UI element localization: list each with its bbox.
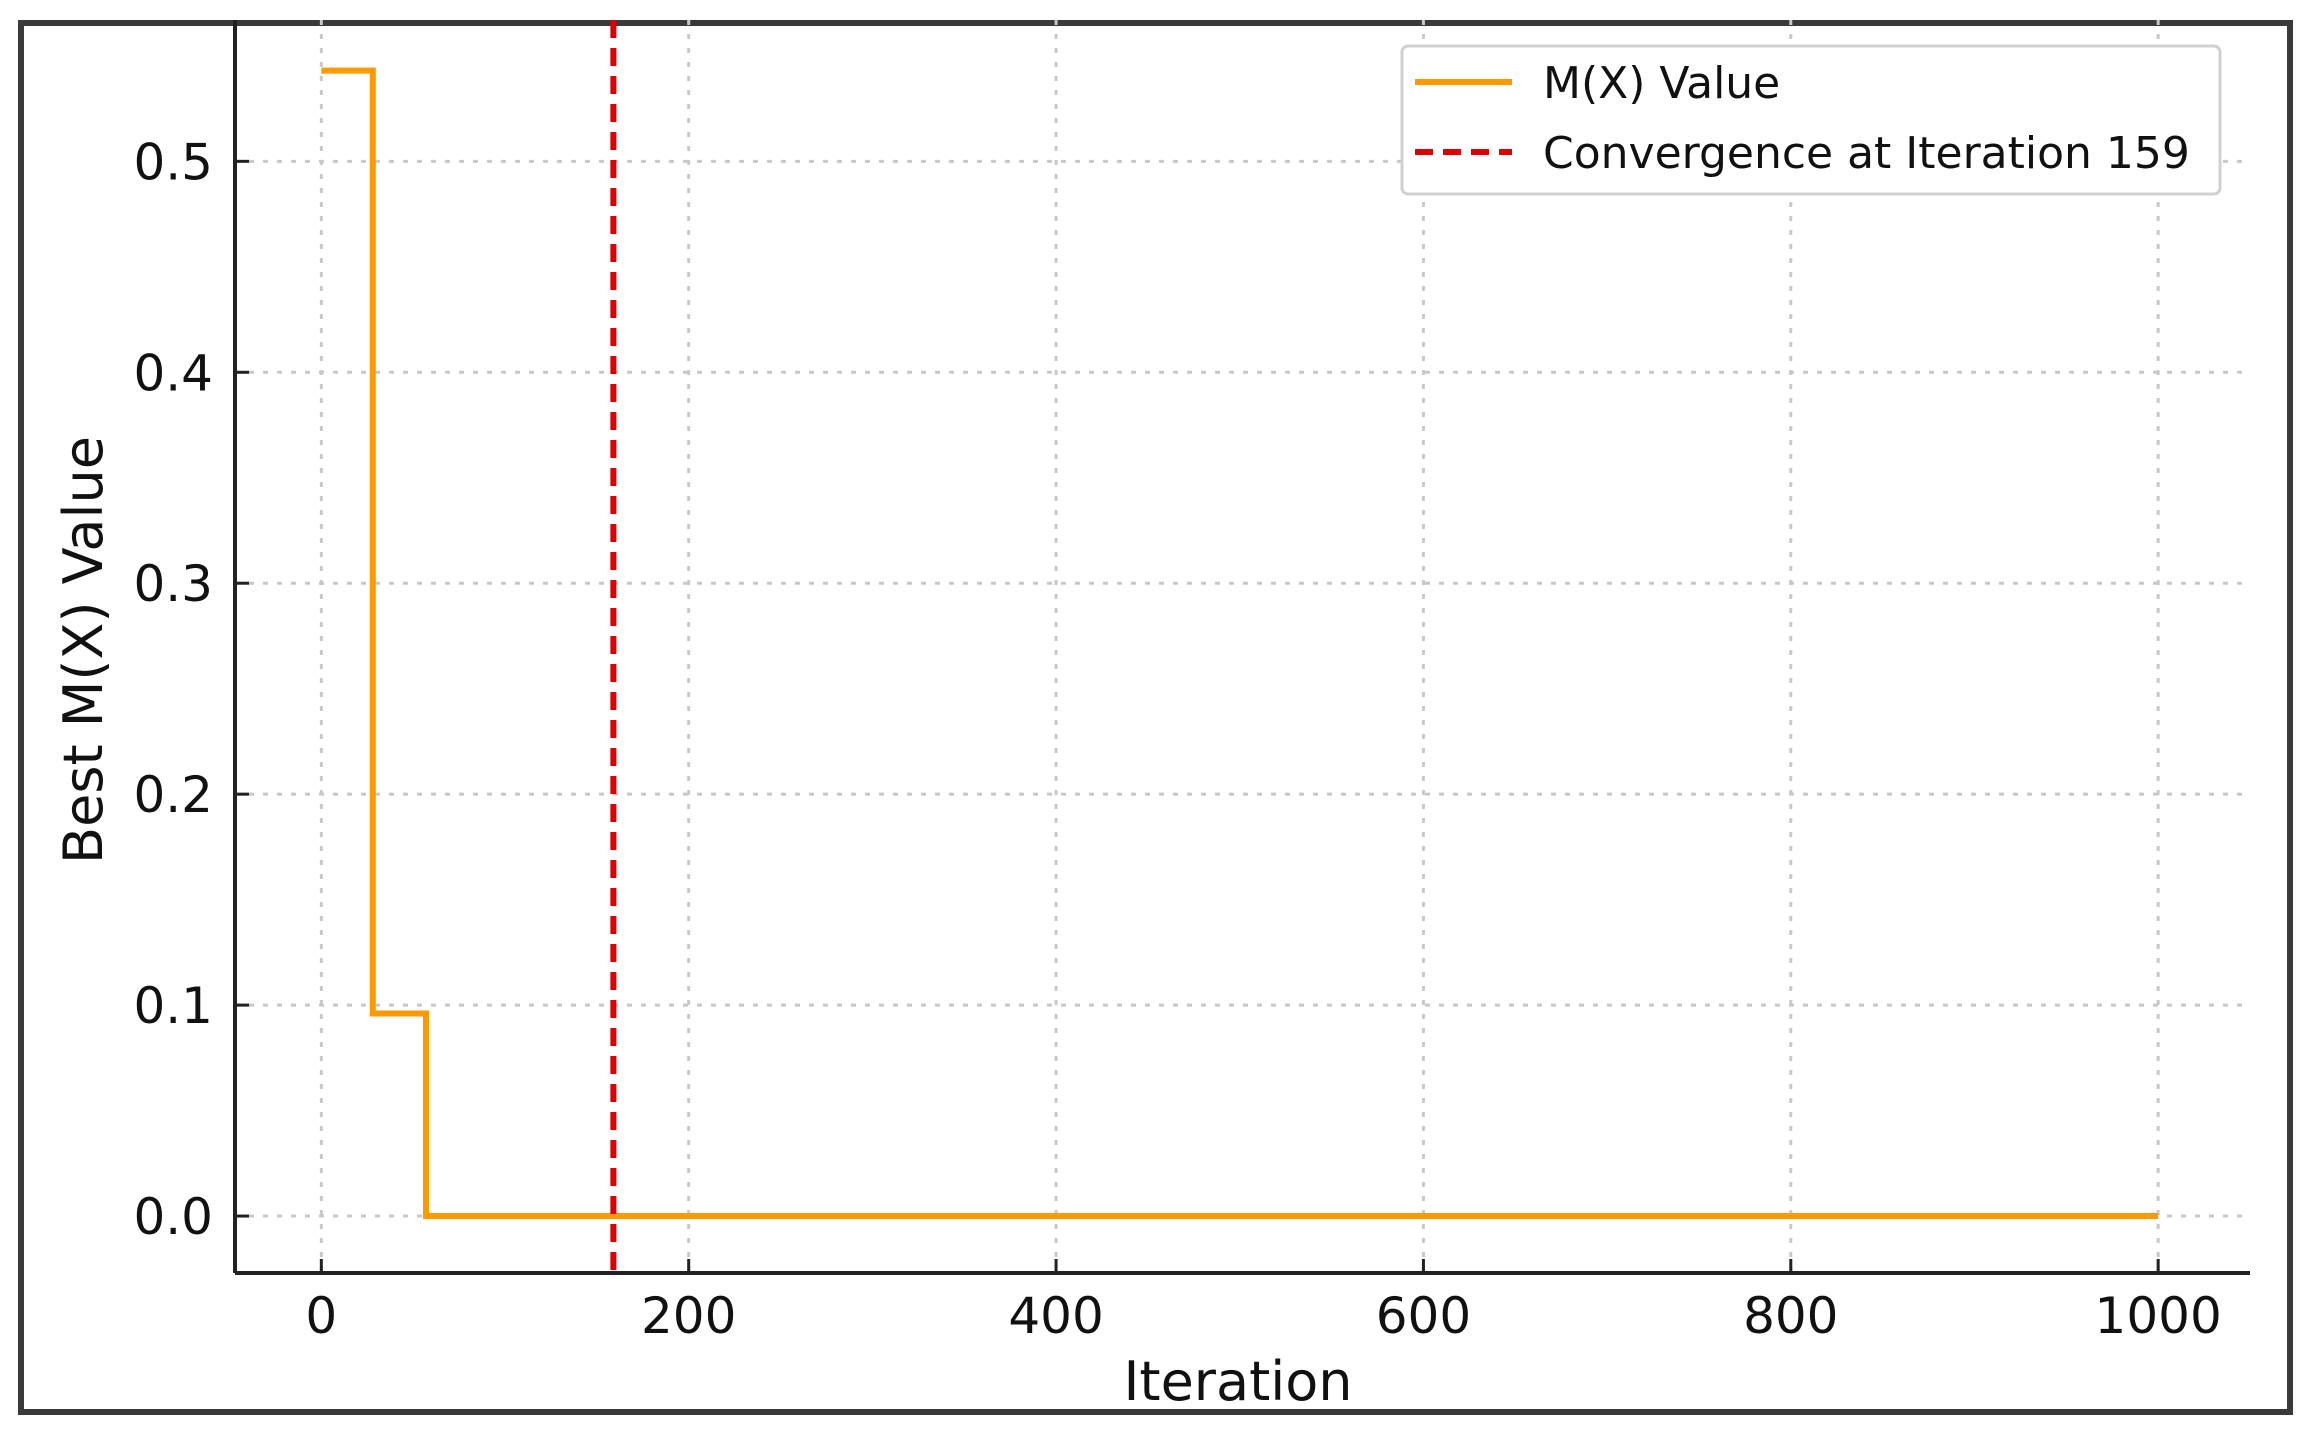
x-axis-label: Iteration [1123, 1350, 1352, 1413]
y-tick-label: 0.3 [133, 555, 213, 613]
legend: M(X) Value Convergence at Iteration 159 [1400, 44, 2222, 196]
legend-box [1400, 44, 2222, 196]
ticks-layer: 0 200 400 600 800 1000 0.0 0.1 0.2 0.3 0.4 0.5 [133, 133, 2221, 1345]
grid-layer [235, 20, 2250, 1273]
x-tick-label: 1000 [2095, 1287, 2222, 1345]
x-tick-label: 800 [1743, 1287, 1838, 1345]
figure-frame [18, 20, 2293, 1415]
x-tick-label: 400 [1008, 1287, 1103, 1345]
y-tick-label: 0.4 [133, 344, 213, 402]
y-axis-label: Best M(X) Value [52, 436, 115, 864]
y-tick-label: 0.2 [133, 766, 213, 824]
x-tick-label: 0 [305, 1287, 337, 1345]
series-line-mx-value [321, 67, 2159, 1219]
y-tick-label: 0.1 [133, 977, 213, 1035]
series-layer [321, 20, 2159, 1273]
x-tick-label: 600 [1376, 1287, 1471, 1345]
y-tick-label: 0.0 [133, 1188, 213, 1246]
x-tick-label: 200 [641, 1287, 736, 1345]
axes-layer [233, 20, 2250, 1275]
legend-label-mx-value: M(X) Value [1543, 58, 1780, 109]
legend-label-convergence: Convergence at Iteration 159 [1543, 128, 2190, 179]
y-tick-label: 0.5 [133, 133, 213, 191]
